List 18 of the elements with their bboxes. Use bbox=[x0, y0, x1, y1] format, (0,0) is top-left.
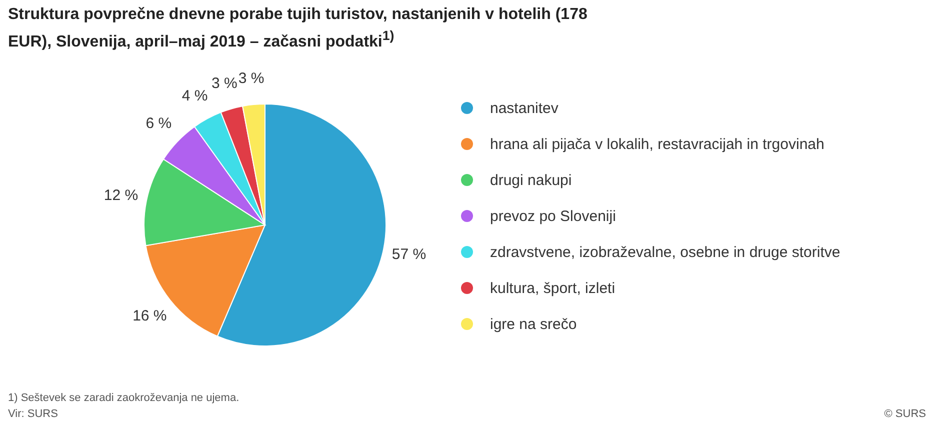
data-label: 3 % bbox=[211, 75, 238, 92]
legend-label: hrana ali pijača v lokalih, restavracijah in trgovinah bbox=[490, 136, 824, 152]
data-label: 3 % bbox=[238, 70, 264, 88]
text: Vir: SURS bbox=[8, 408, 58, 420]
text: © SURS bbox=[884, 408, 926, 420]
chart-title: Struktura povprečne dnevne porabe tujih turistov, nastanjenih v hotelih (178 EUR), Slovenija, april–maj 2019 – začasni podatki$^{1)}$ bbox=[8, 5, 588, 52]
data-label: 4 % bbox=[182, 87, 208, 104]
legend-label: nastanitev bbox=[490, 100, 558, 116]
legend-label: zdravstvene, izobraževalne, osebne in druge storitve bbox=[490, 244, 840, 260]
data-label: 57 % bbox=[392, 246, 426, 264]
text: 1) Seštevek se zaradi zaokroževanja ne ujema. bbox=[8, 392, 240, 404]
data-label: 6 % bbox=[146, 115, 172, 132]
data-label: 12 % bbox=[104, 186, 138, 204]
legend-label: igre na srečo bbox=[490, 316, 577, 332]
legend-label: prevoz po Sloveniji bbox=[490, 208, 616, 224]
legend-label: drugi nakupi bbox=[490, 172, 572, 188]
data-label: 16 % bbox=[132, 308, 167, 325]
legend-label: kultura, šport, izleti bbox=[490, 280, 616, 296]
